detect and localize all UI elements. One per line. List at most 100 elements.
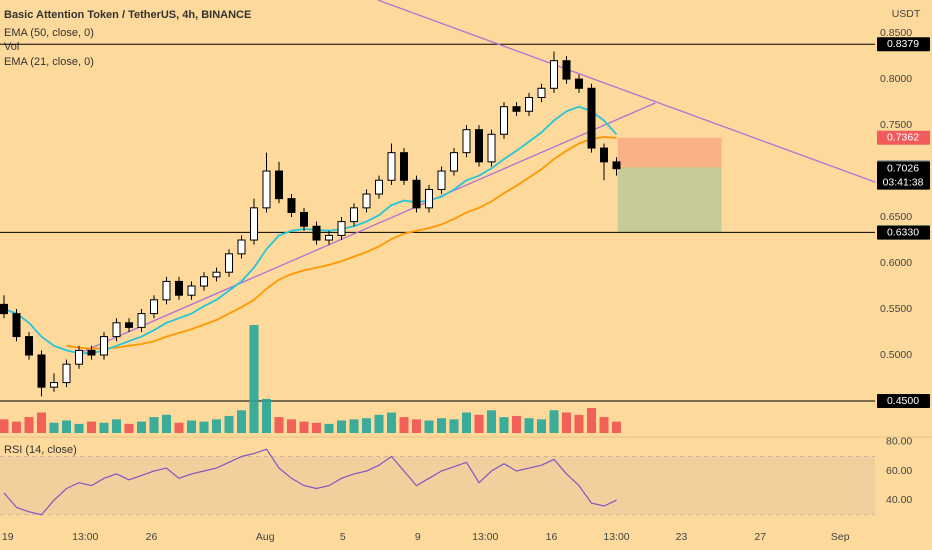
price-label: 0.8379: [887, 38, 919, 50]
volume-bar: [412, 419, 421, 433]
candle-body: [75, 349, 83, 365]
volume-bar: [87, 421, 96, 433]
volume-bar: [37, 412, 46, 433]
legend-volume: Vol: [4, 41, 19, 53]
volume-bar: [337, 420, 346, 433]
volume-bar: [212, 419, 221, 433]
volume-bar: [237, 410, 246, 433]
volume-bar: [24, 417, 34, 433]
volume-bar: [62, 420, 71, 433]
volume-bar: [449, 419, 459, 433]
x-tick-label: 26: [146, 531, 158, 543]
candle-body: [150, 299, 158, 315]
currency: USDT: [892, 8, 921, 20]
volume-bar: [524, 418, 534, 433]
volume-bar: [74, 423, 84, 433]
candle-body: [287, 198, 296, 213]
candle-body: [262, 170, 271, 209]
volume-bar: [499, 417, 509, 433]
x-tick-label: 27: [754, 531, 766, 543]
price-label-box: [877, 130, 930, 145]
volume-bar: [12, 421, 21, 433]
volume-bar: [424, 420, 434, 433]
candle-body: [337, 221, 346, 236]
candle-body: [62, 363, 71, 384]
candle-body: [350, 207, 358, 223]
volume-bar: [612, 421, 621, 433]
volume-bar: [99, 422, 109, 433]
candle-body: [500, 106, 508, 135]
candle-body: [25, 336, 33, 356]
candle-body: [162, 280, 171, 301]
y-tick-label: 0.6000: [880, 257, 912, 269]
volume-bar: [537, 419, 546, 433]
candle-body: [300, 211, 308, 227]
volume-bar: [174, 422, 184, 433]
rsi-line: [3, 448, 617, 516]
candle-body: [325, 234, 333, 241]
x-tick-label: 5: [340, 531, 346, 543]
price-label: 0.7362: [887, 132, 919, 144]
x-tick-label: Aug: [256, 531, 275, 543]
volume-bar: [124, 423, 134, 433]
x-tick-label: 13:00: [472, 531, 498, 543]
candle-body: [50, 382, 58, 388]
candle-body: [487, 133, 496, 163]
candle-body: [562, 60, 571, 80]
volume-bar: [549, 410, 559, 433]
candle-body: [112, 322, 121, 338]
rsi-tick-label: 60.00: [886, 465, 912, 477]
volume-bar: [349, 419, 359, 433]
candle-body: [450, 152, 458, 172]
legend-ema50: EMA (50, close, 0): [4, 27, 94, 39]
rsi-tick-label: 40.00: [886, 494, 912, 506]
price-label-box: [877, 393, 930, 408]
volume-bar: [399, 417, 409, 433]
candle-body: [100, 336, 108, 356]
candle-body: [550, 60, 558, 89]
y-tick-label: 0.5500: [880, 303, 912, 315]
price-label: 0.6330: [887, 226, 919, 238]
candle-body: [200, 276, 208, 287]
candle-body: [212, 271, 221, 278]
candle-body: [475, 129, 483, 163]
candle-body: [312, 225, 321, 241]
candle-body: [187, 285, 196, 296]
volume-bar: [487, 410, 496, 433]
volume-bar: [599, 417, 609, 433]
candle-body: [425, 188, 433, 209]
volume-bar: [562, 412, 571, 433]
volume-bar: [587, 407, 596, 433]
volume-bar: [437, 418, 446, 433]
volume-bar: [262, 398, 271, 433]
candle-body: [250, 207, 258, 241]
candle-body: [512, 106, 521, 112]
legend-ema21: EMA (21, close, 0): [4, 56, 94, 68]
volume-bar: [149, 417, 159, 433]
volume-bar: [324, 423, 334, 433]
ema-line: [66, 136, 617, 350]
x-tick-label: 13:00: [603, 531, 629, 543]
x-tick-label: 19: [2, 531, 14, 543]
volume-bar: [312, 422, 321, 433]
volume-bar: [387, 412, 396, 433]
volume-bar: [474, 414, 484, 433]
candle-body: [87, 349, 96, 356]
candle-body: [0, 303, 8, 315]
stop-zone: [617, 137, 722, 168]
price-label-box: [877, 37, 930, 52]
ema-line: [3, 105, 618, 355]
trendline: [377, 0, 876, 183]
volume-bar: [574, 414, 584, 433]
rsi-band: [0, 456, 875, 515]
volume-bar: [224, 415, 234, 433]
volume-bar: [362, 418, 371, 433]
volume-bar: [49, 422, 59, 433]
volume-bar: [512, 415, 521, 433]
volume-bar: [0, 419, 9, 433]
y-tick-label: 0.7500: [880, 119, 912, 131]
candle-body: [375, 179, 383, 195]
y-tick-label: 0.6500: [880, 211, 912, 223]
volume-bar: [299, 421, 309, 433]
